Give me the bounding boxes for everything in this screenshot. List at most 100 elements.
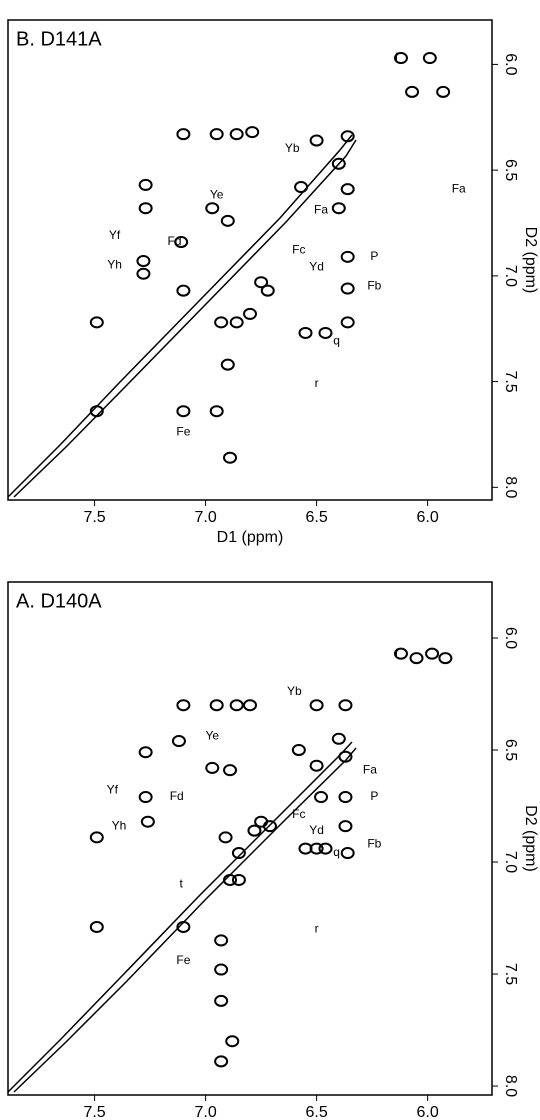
peak: [393, 647, 408, 660]
peak-label: Yf: [109, 228, 121, 242]
peak: [245, 126, 260, 139]
peak: [331, 157, 346, 170]
peak-label: Fa: [452, 181, 466, 195]
peak: [140, 815, 155, 828]
peak: [422, 52, 437, 65]
peak-label: Yf: [107, 783, 119, 797]
peak: [405, 85, 420, 98]
peak-label: r: [315, 921, 319, 935]
peak-label: q: [333, 334, 340, 348]
peak: [338, 750, 353, 763]
chart-title: A. D140A: [16, 590, 102, 612]
chart-title: B. D141A: [16, 28, 102, 50]
peak: [331, 202, 346, 215]
peak: [176, 128, 191, 141]
peak-label: Yb: [285, 141, 300, 155]
peak: [247, 824, 262, 837]
peak: [262, 820, 277, 833]
peak-label: Yd: [309, 823, 324, 837]
y-tick-label: 7.0: [502, 851, 519, 873]
y-tick-label: 8.0: [502, 476, 519, 498]
peak-label: Fa: [363, 762, 377, 776]
x-axis-label: D1 (ppm): [217, 529, 284, 546]
peak: [223, 764, 238, 777]
peak: [223, 873, 238, 886]
peak: [89, 831, 104, 844]
peak-label: r: [315, 376, 319, 390]
peak: [176, 920, 191, 933]
diagonal: [13, 747, 357, 1093]
peak: [340, 250, 355, 263]
peak: [294, 181, 309, 194]
peak: [89, 405, 104, 418]
peak: [209, 405, 224, 418]
peak: [223, 451, 238, 464]
peak: [409, 652, 424, 665]
peak: [209, 699, 224, 712]
peak: [340, 282, 355, 295]
peak: [338, 699, 353, 712]
x-tick-label: 6.5: [305, 1104, 327, 1120]
peak-label: Yb: [287, 684, 302, 698]
peak: [291, 744, 306, 757]
x-tick-label: 7.0: [194, 509, 216, 526]
peak: [89, 920, 104, 933]
peak: [309, 699, 324, 712]
plot-frame: [7, 19, 493, 501]
peak: [340, 130, 355, 143]
peak-label: Yh: [112, 818, 127, 832]
peak: [318, 842, 333, 855]
peak-label: Fc: [292, 243, 305, 257]
x-tick-label: 6.5: [305, 509, 327, 526]
peak: [436, 85, 451, 98]
peak: [220, 358, 235, 371]
y-tick-label: 6.5: [502, 159, 519, 181]
peak-label: Fa: [314, 202, 328, 216]
peak: [214, 1055, 229, 1068]
peak: [225, 1035, 240, 1048]
peak: [340, 183, 355, 196]
peak: [205, 761, 220, 774]
peak: [231, 873, 246, 886]
peak: [176, 405, 191, 418]
peak: [340, 316, 355, 329]
peak: [260, 284, 275, 297]
peak: [229, 699, 244, 712]
peak: [393, 52, 408, 65]
peak: [214, 963, 229, 976]
peak-label: t: [180, 877, 184, 891]
peak-label: Yd: [309, 260, 324, 274]
peak: [309, 134, 324, 147]
peak-label: Fe: [176, 953, 190, 967]
peak: [243, 307, 257, 320]
peak: [136, 255, 151, 268]
y-tick-label: 6.5: [502, 739, 519, 761]
peak: [176, 284, 191, 297]
x-tick-label: 7.5: [83, 509, 105, 526]
peak-label: P: [370, 789, 378, 803]
y-tick-label: 6.0: [502, 627, 519, 649]
peak: [338, 820, 353, 833]
peak: [138, 202, 153, 215]
peak: [314, 791, 329, 804]
peak: [89, 316, 104, 329]
peak: [214, 934, 229, 947]
peak: [425, 647, 440, 660]
peak: [220, 214, 235, 227]
peak: [209, 128, 224, 141]
x-tick-label: 6.0: [416, 1104, 438, 1120]
peak-label: Fc: [292, 807, 305, 821]
peak-label: Fe: [176, 425, 190, 439]
y-axis-label: D2 (ppm): [522, 227, 539, 294]
y-tick-label: 7.0: [502, 265, 519, 287]
peak: [340, 847, 355, 860]
diagonal: [13, 139, 357, 498]
plot-frame: [7, 581, 493, 1096]
peak-label: Ye: [205, 729, 219, 743]
diagonal: [7, 134, 353, 498]
x-tick-label: 7.5: [83, 1104, 105, 1120]
peak: [214, 316, 229, 329]
peak: [138, 791, 153, 804]
peak: [229, 316, 244, 329]
